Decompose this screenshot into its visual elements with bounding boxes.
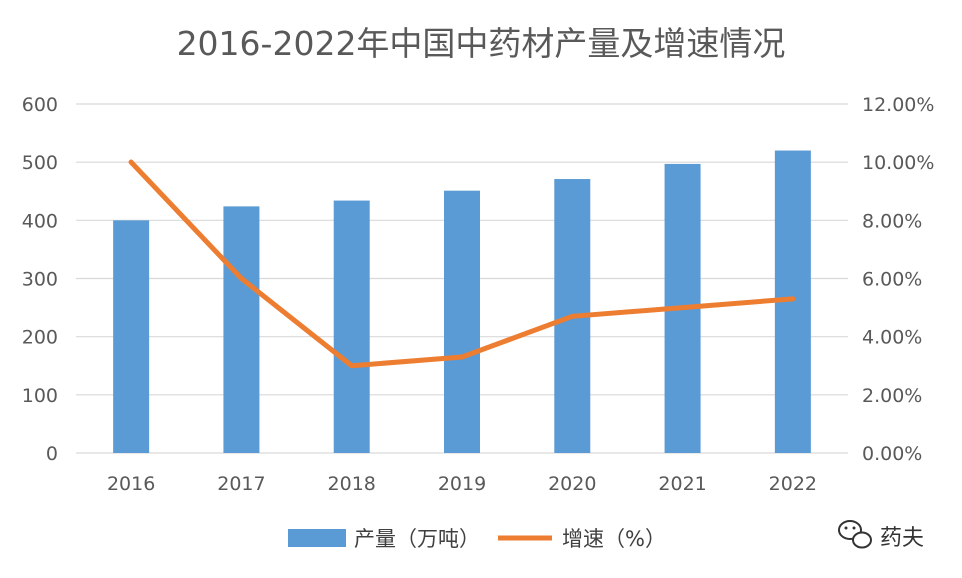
wechat-icon (838, 520, 872, 549)
watermark: 药夫 (838, 520, 924, 551)
right-tick-label: 6.00% (862, 269, 922, 291)
line-point (790, 296, 796, 302)
line-point (459, 354, 465, 360)
bar (223, 206, 260, 453)
x-tick-label: 2022 (769, 473, 817, 495)
bar-series (113, 150, 811, 454)
right-axis-ticks: 0.00% 2.00% 4.00% 6.00% 8.00% 10.00% 12.00% (862, 94, 934, 465)
line-point (680, 305, 686, 311)
legend-label-bar: 产量（万吨） (354, 527, 480, 551)
left-tick-label: 200 (22, 327, 58, 349)
left-tick-label: 400 (22, 210, 58, 232)
line-point (569, 313, 575, 319)
line-point (349, 363, 355, 369)
watermark-text: 药夫 (880, 526, 924, 551)
x-tick-label: 2019 (438, 473, 486, 495)
bar (333, 200, 370, 453)
left-tick-label: 500 (22, 152, 58, 174)
x-tick-label: 2021 (658, 473, 706, 495)
bar (444, 190, 480, 453)
x-tick-label: 2020 (548, 473, 596, 495)
right-tick-label: 4.00% (862, 327, 922, 349)
right-tick-label: 2.00% (862, 385, 922, 407)
left-axis-ticks: 0 100 200 300 400 500 600 (22, 94, 58, 465)
line-point (128, 159, 134, 165)
left-tick-label: 100 (22, 385, 58, 407)
right-tick-label: 8.00% (862, 210, 922, 232)
left-tick-label: 600 (22, 94, 58, 116)
x-tick-label: 2017 (217, 473, 265, 495)
left-tick-label: 300 (22, 269, 58, 291)
right-tick-label: 10.00% (862, 152, 934, 174)
right-tick-label: 0.00% (862, 443, 922, 465)
legend-swatch-bar (288, 529, 346, 547)
x-tick-label: 2016 (107, 473, 155, 495)
x-tick-label: 2018 (328, 473, 376, 495)
line-series (128, 159, 796, 369)
right-tick-label: 12.00% (862, 94, 934, 116)
legend-label-line: 增速（%） (562, 527, 666, 551)
x-axis-ticks: 2016 2017 2018 2019 2020 2021 2022 (107, 473, 817, 495)
bar (113, 220, 150, 453)
left-tick-label: 0 (46, 443, 58, 465)
legend: 产量（万吨） 增速（%） (288, 527, 666, 551)
chart-title: 2016-2022年中国中药材产量及增速情况 (177, 24, 786, 63)
line-point (238, 276, 244, 281)
